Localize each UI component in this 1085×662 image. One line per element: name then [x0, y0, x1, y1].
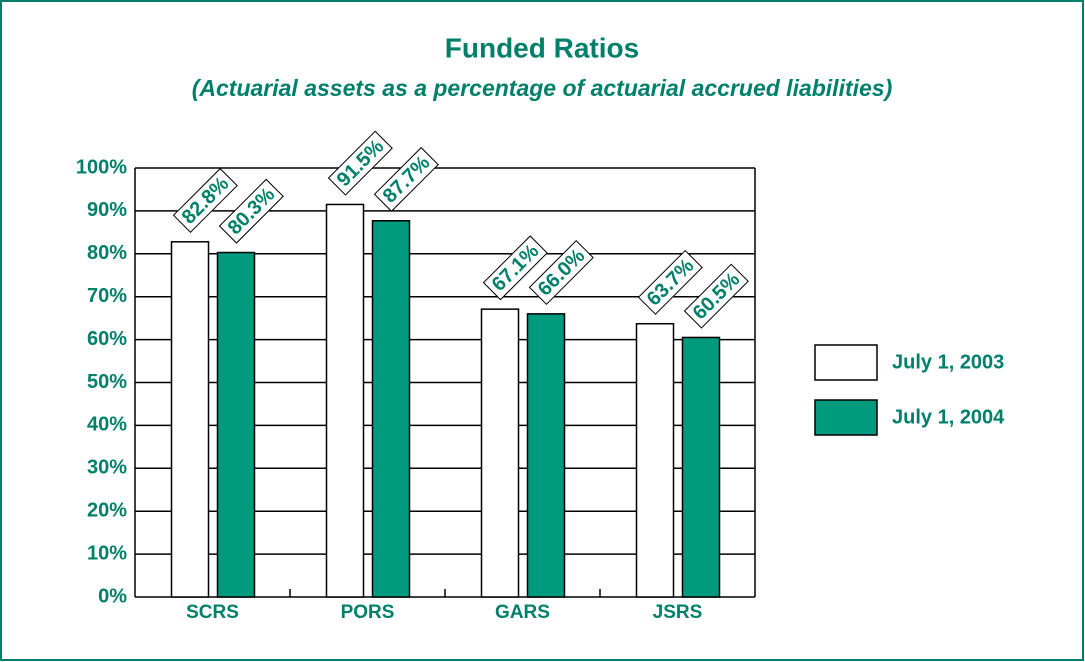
bar	[480, 308, 520, 598]
bar	[216, 251, 256, 598]
value-label-box	[637, 249, 703, 315]
y-tick-label: 80%	[87, 242, 127, 264]
y-tick-label: 90%	[87, 199, 127, 221]
legend-label: July 1, 2003	[892, 351, 1004, 373]
y-tick-label: 0%	[98, 585, 127, 607]
value-label-box	[482, 235, 548, 301]
x-tick-label: JSRS	[653, 602, 703, 623]
value-label-box	[683, 263, 749, 329]
y-tick-label: 100%	[76, 156, 127, 178]
chart-title: Funded Ratios	[445, 32, 639, 63]
x-tick-label: GARS	[495, 602, 550, 623]
legend-swatch	[814, 344, 878, 381]
legend-swatch	[814, 399, 878, 436]
x-tick-label: PORS	[341, 602, 395, 623]
bar	[170, 241, 210, 598]
y-tick-label: 70%	[87, 285, 127, 307]
y-tick-label: 60%	[87, 328, 127, 350]
y-tick-label: 30%	[87, 457, 127, 479]
bar	[325, 203, 365, 598]
value-label-box	[172, 167, 238, 233]
y-tick-label: 10%	[87, 542, 127, 564]
bar	[681, 336, 721, 598]
y-tick-label: 40%	[87, 414, 127, 436]
value-label-box	[327, 130, 393, 196]
y-tick-label: 50%	[87, 371, 127, 393]
bar	[635, 322, 675, 598]
y-tick-label: 20%	[87, 499, 127, 521]
value-label-box	[373, 146, 439, 212]
x-tick-label: SCRS	[186, 602, 239, 623]
legend-label: July 1, 2004	[892, 406, 1005, 428]
bar	[526, 313, 566, 598]
chart-subtitle: (Actuarial assets as a percentage of act…	[192, 75, 893, 101]
value-label-box	[218, 178, 284, 244]
value-label-box	[528, 239, 594, 306]
bar	[371, 220, 411, 598]
